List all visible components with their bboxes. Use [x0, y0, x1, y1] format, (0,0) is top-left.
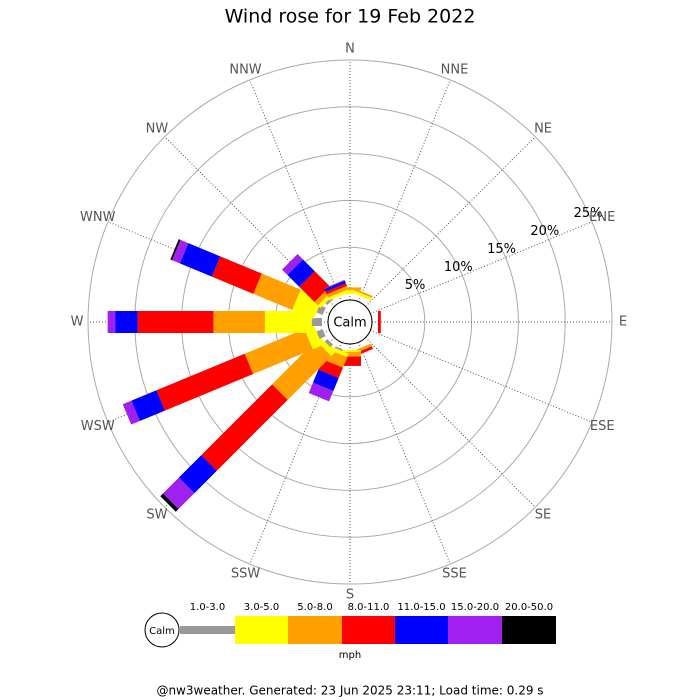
- bar-segment: [325, 283, 347, 295]
- r-tick-label: 25%: [574, 206, 603, 221]
- bar-segment: [287, 259, 315, 287]
- legend-label: 3.0-5.0: [244, 602, 279, 613]
- direction-label: SE: [535, 508, 551, 523]
- spoke: [249, 79, 343, 302]
- r-tick-label: 20%: [530, 224, 559, 239]
- bar-segment: [318, 359, 344, 379]
- grid: 5% 10% 15% 20% 25% N NNE NE ENE E ESE SE SSE S SSW SW WS…: [71, 42, 628, 603]
- bar-segment: [211, 256, 262, 294]
- bar-segment: [311, 318, 322, 326]
- direction-label: ESE: [590, 419, 615, 434]
- direction-label: SSE: [442, 567, 467, 582]
- bar-segment: [264, 311, 312, 333]
- bar-segment: [272, 340, 332, 400]
- bar-segment: [313, 369, 339, 391]
- chart-title: Wind rose for 19 Feb 2022: [225, 6, 476, 28]
- direction-label: S: [346, 588, 354, 603]
- legend: 1.0-3.0 3.0-5.0 5.0-8.0 8.0-11.0 11.0-15.0 15…: [180, 602, 556, 644]
- legend-swatch: [288, 616, 342, 644]
- bar-segment: [156, 353, 254, 411]
- bar-segment: [324, 338, 334, 348]
- bar-segment: [316, 305, 326, 315]
- legend-swatch: [342, 616, 395, 644]
- r-tick-label: 5%: [405, 278, 426, 293]
- direction-label: E: [619, 315, 627, 330]
- direction-label: WSW: [81, 419, 115, 434]
- bar-segment: [378, 311, 381, 333]
- legend-calm-circle: [144, 612, 180, 648]
- bar-segment: [170, 239, 181, 261]
- legend-label: 11.0-15.0: [397, 602, 445, 613]
- direction-label: N: [345, 42, 355, 57]
- spoke: [370, 221, 593, 315]
- bars: [107, 239, 381, 512]
- bar-segment: [253, 273, 301, 310]
- bar-segment: [160, 493, 179, 512]
- direction-label: NE: [534, 121, 552, 136]
- direction-label: NNW: [229, 62, 261, 77]
- bar-segment: [122, 400, 140, 425]
- legend-swatch: [395, 616, 448, 644]
- spoke: [370, 329, 593, 423]
- direction-label: SW: [146, 508, 167, 523]
- spoke: [365, 337, 536, 508]
- bar-segment: [351, 287, 373, 298]
- bar-segment: [324, 280, 346, 292]
- legend-swatch: [502, 616, 556, 644]
- direction-label: WNW: [80, 210, 116, 225]
- bar-segment: [162, 477, 195, 510]
- bar-segment: [172, 239, 189, 264]
- bar-segment: [201, 384, 288, 471]
- bar-segment: [299, 271, 331, 303]
- direction-label: ENE: [589, 210, 615, 225]
- bar-segment: [326, 345, 349, 358]
- bar-segment: [137, 311, 214, 333]
- bar-segment: [328, 289, 350, 301]
- bar-segment: [324, 279, 345, 290]
- calm-circle: [327, 299, 373, 345]
- direction-label: NNE: [441, 62, 469, 77]
- bar-segment: [282, 254, 303, 275]
- bar-segment: [131, 390, 165, 421]
- footer: @nw3weather. Generated: 23 Jun 2025 23:1…: [156, 684, 543, 698]
- bar-segment: [178, 455, 217, 494]
- legend-calm-label: Calm: [149, 626, 175, 637]
- spoke: [357, 342, 451, 565]
- r-tick-label: 15%: [487, 242, 516, 257]
- legend-label: 20.0-50.0: [505, 602, 553, 613]
- bar-segment: [326, 285, 349, 298]
- bar-segment: [179, 243, 221, 277]
- legend-unit: mph: [339, 650, 361, 661]
- r-tick-label: 10%: [444, 260, 473, 275]
- bar-segment: [115, 311, 138, 333]
- bar-segment: [316, 329, 326, 339]
- bar-segment: [308, 382, 334, 402]
- bar-segment: [244, 328, 313, 375]
- legend-swatch: [448, 616, 502, 644]
- direction-label: NW: [146, 121, 169, 136]
- legend-label: 15.0-20.0: [451, 602, 499, 613]
- grid-ring: [87, 59, 613, 585]
- legend-swatch: [235, 616, 288, 644]
- bar-segment: [213, 311, 265, 333]
- direction-label: SSW: [231, 567, 261, 582]
- spoke: [357, 79, 451, 302]
- legend-label: 8.0-11.0: [348, 602, 390, 613]
- legend-label: 5.0-8.0: [297, 602, 332, 613]
- bar-segment: [339, 350, 361, 352]
- bar-segment: [107, 311, 116, 333]
- bar-segment: [334, 346, 343, 352]
- legend-swatch: [180, 626, 235, 634]
- legend-label: 1.0-3.0: [190, 602, 225, 613]
- spoke: [365, 136, 536, 307]
- bar-segment: [350, 289, 372, 301]
- direction-label: W: [71, 315, 84, 330]
- calm-label: Calm: [333, 316, 366, 331]
